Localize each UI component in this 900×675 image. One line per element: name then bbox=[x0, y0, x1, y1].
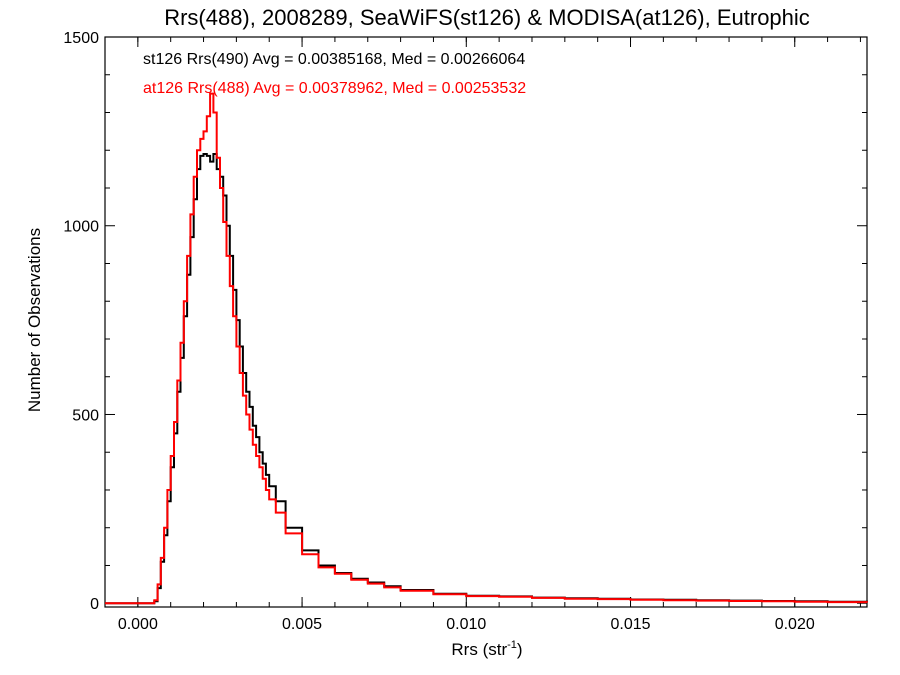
legend-entry-st126: st126 Rrs(490) Avg = 0.00385168, Med = 0… bbox=[143, 51, 525, 68]
x-axis-label-suffix: ) bbox=[517, 640, 523, 659]
chart-title: Rrs(488), 2008289, SeaWiFS(st126) & MODI… bbox=[164, 5, 810, 30]
x-tick-label: 0.005 bbox=[282, 616, 322, 633]
x-tick-label: 0.015 bbox=[610, 616, 650, 633]
y-axis-label: Number of Observations bbox=[25, 228, 44, 412]
x-axis-label: Rrs (str-1) bbox=[451, 639, 522, 659]
y-tick-label: 0 bbox=[90, 596, 99, 613]
plot-frame bbox=[104, 36, 868, 608]
series-line-0 bbox=[105, 153, 868, 605]
x-axis-label-sup: -1 bbox=[507, 639, 517, 651]
x-tick-label: 0.020 bbox=[775, 616, 815, 633]
y-axis: 0 500 1000 1500 bbox=[63, 30, 867, 613]
x-tick-label: 0.010 bbox=[446, 616, 486, 633]
series-line-1 bbox=[105, 92, 868, 605]
y-tick-label: 1000 bbox=[63, 219, 99, 236]
x-axis-label-main: Rrs (str bbox=[451, 640, 507, 659]
legend-entry-at126: at126 Rrs(488) Avg = 0.00378962, Med = 0… bbox=[143, 80, 526, 97]
series-layer bbox=[105, 92, 868, 605]
x-axis: 0.000 0.005 0.010 0.015 0.020 bbox=[118, 37, 861, 633]
x-tick-label: 0.000 bbox=[118, 616, 158, 633]
y-tick-label: 500 bbox=[72, 407, 99, 424]
y-tick-label: 1500 bbox=[63, 30, 99, 47]
